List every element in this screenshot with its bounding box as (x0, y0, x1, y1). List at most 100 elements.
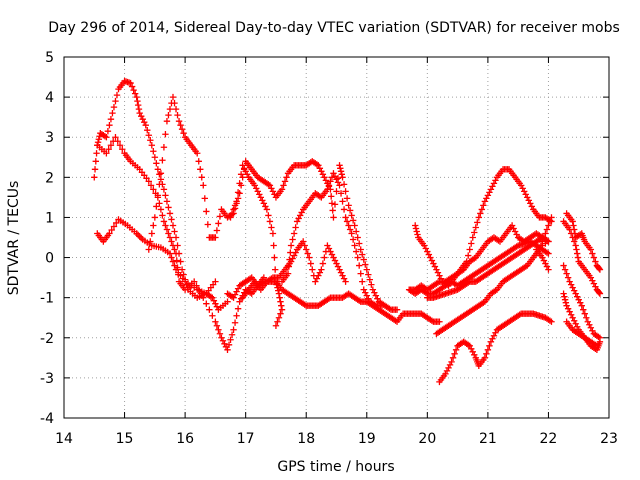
data-point (113, 219, 120, 227)
data-point (345, 202, 352, 209)
data-point (465, 252, 472, 259)
data-point (160, 218, 168, 225)
data-point (173, 257, 180, 264)
data-point (431, 263, 439, 270)
data-point (513, 231, 520, 238)
data-point (213, 227, 221, 234)
data-point (487, 338, 495, 345)
data-point (271, 254, 278, 261)
data-point (584, 318, 592, 325)
data-point (134, 231, 142, 239)
data-point (536, 246, 543, 253)
data-point (200, 182, 207, 189)
data-point (277, 310, 284, 317)
data-point (165, 111, 172, 119)
data-point (343, 195, 351, 202)
data-point (212, 300, 219, 307)
data-point (233, 288, 240, 295)
data-point (360, 286, 367, 293)
data-point (91, 174, 98, 181)
data-point (346, 226, 354, 233)
data-point (566, 226, 573, 233)
data-point (224, 346, 231, 354)
data-point (330, 170, 337, 177)
data-point (112, 97, 119, 105)
data-point (169, 93, 177, 101)
data-point (156, 171, 163, 178)
data-point (108, 226, 115, 234)
data-point (221, 340, 228, 347)
data-point (107, 142, 115, 149)
data-point (569, 218, 576, 225)
data-point (342, 188, 349, 195)
data-point (569, 234, 576, 241)
data-point (203, 300, 210, 307)
data-point (159, 157, 166, 164)
data-point (295, 215, 302, 222)
data-point (593, 342, 601, 349)
data-point (271, 191, 278, 198)
data-point (275, 287, 282, 294)
data-point (162, 131, 169, 138)
data-point (160, 186, 168, 193)
data-point (107, 115, 115, 123)
data-point (227, 336, 234, 343)
data-point (206, 306, 213, 313)
data-point (330, 254, 337, 261)
data-point (580, 306, 587, 313)
data-point (177, 258, 184, 265)
y-tick-label: 2 (45, 170, 54, 186)
data-point (334, 263, 342, 270)
data-point (174, 111, 181, 119)
data-point (337, 168, 345, 175)
data-point (414, 231, 421, 238)
data-point (413, 228, 420, 235)
x-tick-label: 18 (297, 431, 315, 447)
x-tick-label: 17 (237, 431, 255, 447)
chart-title: Day 296 of 2014, Sidereal Day-to-day VTE… (48, 20, 620, 36)
series-track-19 (563, 318, 601, 349)
data-point (563, 302, 570, 309)
data-point (163, 198, 171, 205)
data-point (316, 165, 324, 172)
data-point (236, 190, 243, 197)
data-point (331, 201, 339, 208)
data-point (275, 290, 283, 297)
data-point (572, 242, 579, 249)
data-point (338, 171, 345, 178)
data-point (263, 206, 271, 213)
data-point (171, 262, 178, 269)
data-point (316, 269, 324, 276)
data-point (306, 254, 313, 261)
y-axis-label: SDTVAR / TECUs (6, 181, 22, 296)
series-track-7 (278, 170, 386, 309)
series-track-4 (145, 93, 401, 313)
data-point (275, 314, 283, 321)
data-point (351, 242, 358, 249)
data-point (333, 260, 340, 267)
data-point (93, 150, 100, 157)
data-point (142, 121, 149, 129)
data-point (216, 330, 224, 337)
data-point (334, 179, 342, 186)
data-point (171, 99, 178, 107)
x-tick-label: 19 (358, 431, 376, 447)
data-point (595, 289, 603, 296)
data-point (466, 246, 473, 253)
data-point (434, 269, 442, 276)
data-point (150, 186, 157, 193)
data-point (543, 226, 551, 233)
data-point (539, 238, 546, 245)
data-point (201, 195, 208, 202)
data-point (319, 260, 327, 267)
data-point (165, 230, 172, 237)
x-axis-label: GPS time / hours (277, 459, 394, 475)
data-point (480, 202, 487, 209)
data-point (133, 93, 140, 101)
data-point (175, 117, 183, 125)
data-point (346, 207, 354, 214)
data-point (159, 212, 166, 219)
data-point (351, 222, 358, 229)
data-point (312, 278, 319, 285)
data-point (150, 222, 157, 229)
